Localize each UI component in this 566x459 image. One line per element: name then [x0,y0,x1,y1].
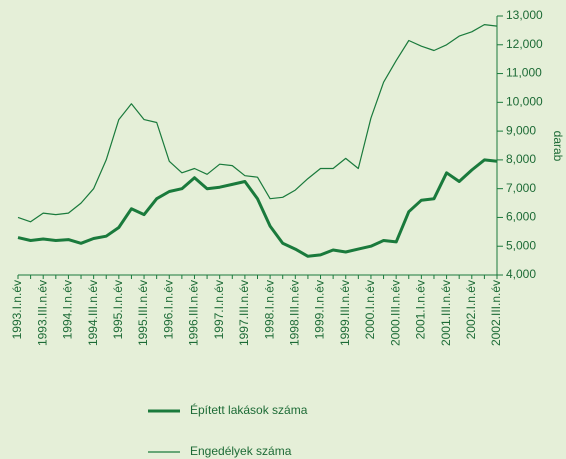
y-tick-label: 13,000 [506,8,543,22]
y-tick-label: 8,000 [506,152,536,166]
y-tick-label: 12,000 [506,37,543,51]
legend-label: Engedélyek száma [190,444,292,458]
x-tick-label: 1993.I.n.év [10,280,24,339]
y-axis-label: darab [551,131,565,162]
x-tick-label: 1994.III.n.év [86,280,100,346]
y-tick-label: 10,000 [506,95,543,109]
x-tick-label: 1999.I.n.év [313,280,327,339]
x-tick-label: 2002.I.n.év [464,280,478,339]
y-tick-label: 7,000 [506,181,536,195]
y-tick-label: 6,000 [506,210,536,224]
x-tick-label: 1997.III.n.év [237,280,251,346]
y-tick-label: 5,000 [506,238,536,252]
x-tick-label: 1995.III.n.év [136,280,150,346]
x-tick-label: 1994.I.n.év [61,280,75,339]
x-tick-label: 1996.III.n.év [187,280,201,346]
series-line [17,24,498,223]
series-line [17,158,498,258]
x-tick-label: 2000.III.n.év [388,280,402,346]
x-tick-label: 1999.III.n.év [338,280,352,346]
y-tick-label: 4,000 [506,267,536,281]
x-tick-label: 1993.III.n.év [35,280,49,346]
x-tick-label: 1997.I.n.év [212,280,226,339]
y-tick-label: 11,000 [506,66,542,80]
x-tick-label: 1998.I.n.év [262,280,276,339]
legend-label: Épített lakások száma [190,402,308,417]
x-tick-label: 1996.I.n.év [161,280,175,339]
x-tick-label: 2000.I.n.év [363,280,377,339]
x-tick-label: 2001.III.n.év [439,280,453,346]
x-tick-label: 1995.I.n.év [111,280,125,339]
x-tick-label: 2002.III.n.év [489,280,503,346]
x-tick-label: 1998.III.n.év [287,280,301,346]
x-tick-label: 2001.I.n.év [414,280,428,339]
y-tick-label: 9,000 [506,123,536,137]
